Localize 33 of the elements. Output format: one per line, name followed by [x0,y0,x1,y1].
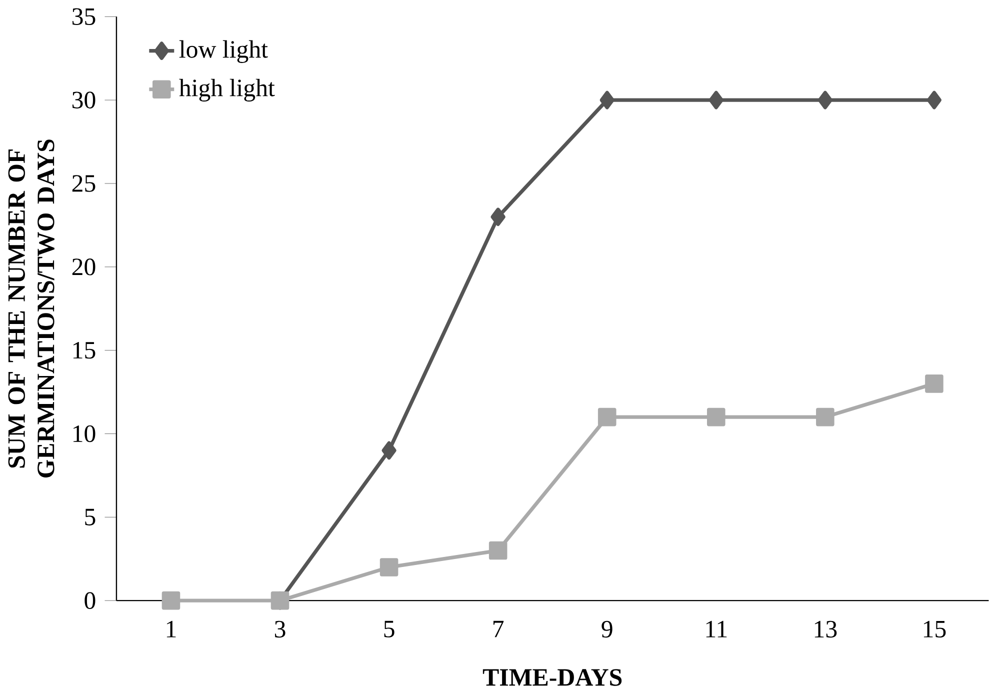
point [708,90,724,110]
x-tick-label: 7 [493,620,504,638]
point [818,90,832,110]
point [706,408,726,426]
x-tick-label: 9 [602,620,612,638]
y-axis-title: SUM OF THE NUMBER OF GERMINATIONS/TWO DAYS [8,140,54,478]
x-tick-label: 5 [384,620,394,638]
y-tick-label: 15 [73,342,96,359]
point [490,208,506,226]
legend-label: high light [179,78,275,102]
y-tick-label: 20 [72,258,96,276]
point [600,90,614,110]
y-tick-label: 30 [72,92,96,108]
point [382,441,396,460]
y-tick-label: 0 [84,592,96,609]
legend-label: low light [179,40,268,63]
x-tick-label: 11 [706,620,727,638]
point [926,90,942,110]
point [380,558,398,576]
x-tick-label: 3 [274,620,286,638]
point [488,541,508,560]
y-tick-label: 35 [72,8,96,25]
x-tick-label: 13 [814,620,837,638]
x-tick-label: 15 [924,620,946,638]
y-tick-label: 25 [72,175,96,192]
point [598,408,616,426]
x-axis-title: TIME-DAYS [482,669,622,686]
point [816,408,834,426]
x-tick-label: 1 [166,620,176,638]
point [925,374,944,393]
y-tick-label: 10 [73,425,96,442]
y-tick-label: 5 [85,508,96,526]
point [162,591,180,610]
